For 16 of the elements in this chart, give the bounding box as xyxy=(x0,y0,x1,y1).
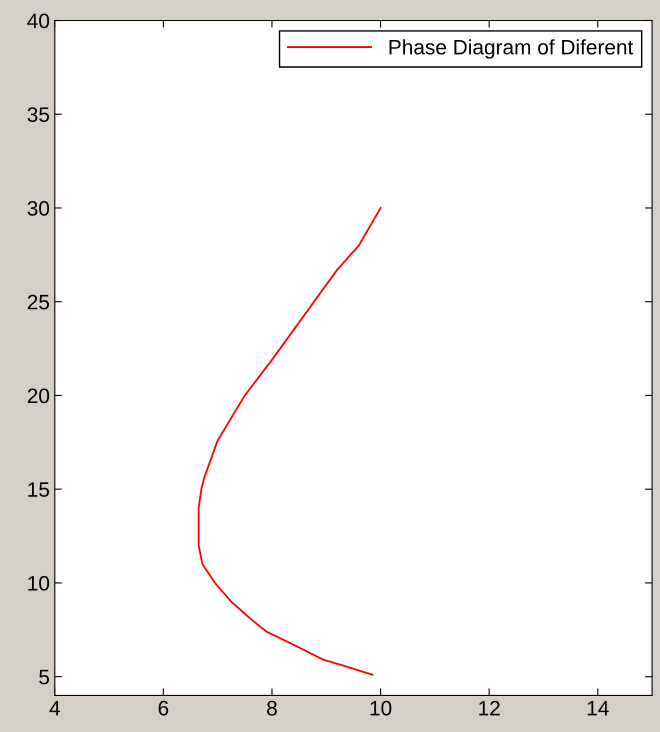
y-tick-label: 10 xyxy=(28,576,50,591)
x-tick-label: 10 xyxy=(370,700,392,716)
x-tick-label: 14 xyxy=(588,701,609,716)
x-tick-label: 8 xyxy=(267,700,277,716)
x-tick-label: 12 xyxy=(479,700,500,716)
y-tick-label: 5 xyxy=(39,670,50,684)
x-tick-label: 4 xyxy=(49,701,60,716)
legend-label: Phase Diagram of Diferent xyxy=(390,39,634,59)
y-tick-label: 35 xyxy=(28,107,50,122)
line-series xyxy=(198,207,382,676)
y-tick-label: 25 xyxy=(28,294,50,310)
y-tick-label: 30 xyxy=(28,200,50,216)
y-tick-label: 15 xyxy=(28,482,50,497)
y-tick-label: 20 xyxy=(28,388,50,404)
y-tick-label: 40 xyxy=(27,13,50,28)
x-tick-label: 6 xyxy=(158,700,168,716)
